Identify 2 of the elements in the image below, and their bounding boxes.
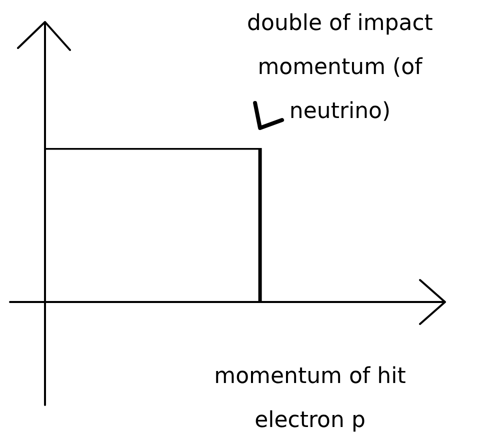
text: double of impact momentum (of neutrino) [246,10,434,126]
x-axis-title: momentum of hit electron p [213,363,407,435]
